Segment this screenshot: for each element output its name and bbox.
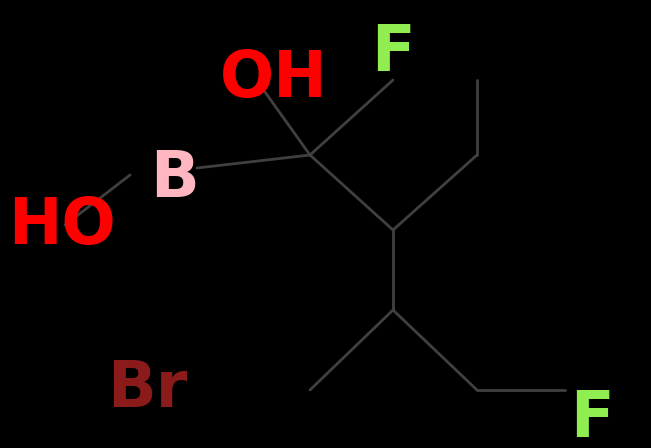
Text: Br: Br [107,358,187,420]
Text: OH: OH [220,48,327,110]
Text: F: F [371,22,415,84]
Text: HO: HO [8,195,116,257]
Text: B: B [150,148,199,210]
Text: F: F [570,388,614,448]
